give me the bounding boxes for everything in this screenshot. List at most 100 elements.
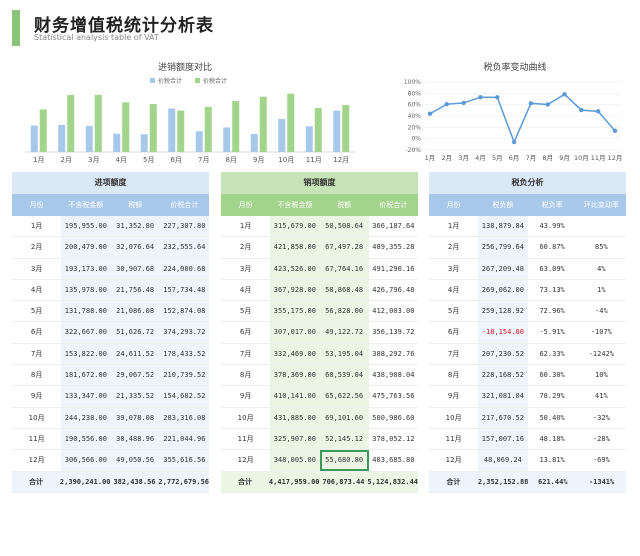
table-cell[interactable]: 228,168.52	[478, 365, 528, 386]
table-cell[interactable]: -1341%	[588, 477, 615, 486]
table-cell[interactable]: 合计	[446, 477, 461, 486]
table-cell[interactable]: 378,369.00	[270, 365, 320, 386]
table-cell[interactable]: 207,230.52	[478, 343, 528, 365]
table-cell[interactable]: 5月	[239, 307, 252, 316]
table-cell[interactable]: 12月	[237, 456, 254, 465]
table-cell[interactable]: 3月	[447, 264, 460, 273]
table-cell[interactable]: 8月	[30, 371, 43, 380]
table-cell[interactable]: 135,978.00	[61, 279, 111, 301]
table-cell[interactable]: 221,044.96	[159, 428, 209, 450]
table-cell[interactable]: 1月	[447, 222, 460, 230]
table-cell[interactable]: 232,555.64	[159, 237, 209, 258]
table-cell[interactable]: -5.91%	[539, 328, 565, 337]
table-cell[interactable]: 131,788.00	[61, 301, 111, 322]
table-cell[interactable]: 3月	[30, 264, 43, 273]
table-cell[interactable]: 4,417,959.00	[268, 477, 320, 486]
table-cell[interactable]: -4%	[595, 307, 608, 316]
table-cell[interactable]: 2月	[447, 243, 460, 252]
table-cell[interactable]: 6月	[239, 328, 252, 337]
table-cell[interactable]: 157,734.48	[159, 279, 209, 301]
table-cell[interactable]: 267,209.48	[478, 258, 528, 279]
table-cell[interactable]: -28%	[592, 434, 610, 443]
table-cell[interactable]: 438,908.04	[372, 371, 415, 380]
table-cell[interactable]: 4月	[239, 285, 252, 294]
table-cell[interactable]: 321,081.04	[478, 386, 528, 407]
table-cell[interactable]: 181,672.00	[61, 365, 111, 386]
table-cell[interactable]: 356,139.72	[372, 328, 415, 337]
table-cell[interactable]: 51,626.72	[110, 322, 160, 343]
table-cell[interactable]: 30,907.68	[110, 258, 160, 279]
table-cell[interactable]: 307,017.00	[270, 322, 320, 343]
table-cell[interactable]: 426,796.48	[372, 285, 415, 294]
table-cell[interactable]: 355,175.00	[270, 301, 320, 322]
table-cell[interactable]: 322,667.00	[61, 322, 111, 343]
table-cell[interactable]: 138,879.84	[478, 216, 528, 237]
table-cell[interactable]: 10月	[445, 413, 462, 422]
table-cell[interactable]: 133,347.00	[61, 386, 111, 407]
table-cell[interactable]: 706,873.44	[322, 477, 365, 486]
table-cell[interactable]: 6月	[30, 328, 43, 337]
table-cell[interactable]: 31,352.80	[110, 216, 160, 237]
table-cell[interactable]: 21,086.08	[110, 301, 160, 322]
table-cell[interactable]: 合计	[237, 477, 252, 486]
table-cell[interactable]: 269,062.00	[478, 279, 528, 301]
table-cell[interactable]: 65,622.56	[319, 386, 369, 407]
table-cell[interactable]: 224,080.68	[159, 258, 209, 279]
table-cell[interactable]: 5,124,832.44	[367, 477, 418, 486]
table-cell[interactable]: 53,195.04	[319, 343, 369, 365]
table-cell[interactable]: 4%	[597, 264, 606, 273]
table-cell[interactable]: -1242%	[588, 349, 615, 358]
table-cell[interactable]: 2,390,241.00	[59, 477, 111, 486]
table-cell[interactable]: 2,772,679.56	[158, 477, 209, 486]
table-cell[interactable]: 348,005.00	[270, 450, 320, 471]
table-cell[interactable]: 193,173.00	[61, 258, 111, 279]
table-cell[interactable]: 190,556.00	[61, 428, 111, 450]
table-cell[interactable]: 152,874.08	[159, 301, 209, 322]
table-cell[interactable]: 382,438.56	[113, 477, 156, 486]
table-cell[interactable]: 367,928.00	[270, 279, 320, 301]
table-cell[interactable]: -32%	[592, 413, 610, 422]
table-cell[interactable]: 154,682.52	[159, 386, 209, 407]
table-cell[interactable]: 283,316.08	[159, 407, 209, 428]
table-cell[interactable]: 195,955.00	[61, 216, 111, 237]
table-cell[interactable]: 256,799.64	[478, 237, 528, 258]
table-cell[interactable]: 9月	[30, 392, 43, 401]
table-cell[interactable]: 52,145.12	[319, 428, 369, 450]
table-cell[interactable]: 431,885.00	[270, 407, 320, 428]
table-cell[interactable]: 388,292.76	[372, 349, 415, 358]
table-cell[interactable]: 85%	[595, 243, 608, 252]
table-cell[interactable]: 78.29%	[539, 392, 565, 401]
table-cell[interactable]: 69,101.60	[319, 407, 369, 428]
table-cell[interactable]: 7月	[30, 349, 43, 358]
table-cell[interactable]: 56,828.00	[319, 301, 369, 322]
table-cell[interactable]: 43.99%	[539, 222, 565, 230]
table-cell[interactable]: 73.13%	[539, 285, 565, 294]
table-cell[interactable]: 355,616.56	[159, 450, 209, 471]
table-cell[interactable]: 2,352,152.88	[477, 477, 529, 486]
table-cell[interactable]: 10月	[237, 413, 254, 422]
table-cell[interactable]: 421,858.00	[270, 237, 320, 258]
table-cell[interactable]: 153,822.00	[61, 343, 111, 365]
table-cell[interactable]: 12月	[28, 456, 45, 465]
table-cell[interactable]: 21,756.48	[110, 279, 160, 301]
table-cell[interactable]: 49,122.72	[319, 322, 369, 343]
table-cell[interactable]: 306,566.00	[61, 450, 111, 471]
table-cell[interactable]: 7月	[239, 349, 252, 358]
table-cell[interactable]: 12月	[445, 456, 462, 465]
table-cell[interactable]: 6月	[447, 328, 460, 337]
table-cell[interactable]: 410,141.00	[270, 386, 320, 407]
table-cell[interactable]: 8月	[447, 371, 460, 380]
table-cell[interactable]: 32,076.64	[110, 237, 160, 258]
table-cell[interactable]: 489,355.28	[372, 243, 415, 252]
table-cell[interactable]: 412,003.00	[372, 307, 415, 316]
table-cell[interactable]: 9月	[447, 392, 460, 401]
table-cell[interactable]: 2月	[239, 243, 252, 252]
table-cell[interactable]: 合计	[28, 477, 43, 486]
table-cell[interactable]: 55,680.80	[319, 450, 369, 471]
table-cell[interactable]: 1%	[597, 285, 606, 294]
table-cell[interactable]: 403,685.80	[372, 456, 415, 465]
table-cell[interactable]: 58,868.48	[319, 279, 369, 301]
table-cell[interactable]	[577, 216, 626, 236]
table-cell[interactable]: 67,764.16	[319, 258, 369, 279]
table-cell[interactable]: 72.96%	[539, 307, 565, 316]
